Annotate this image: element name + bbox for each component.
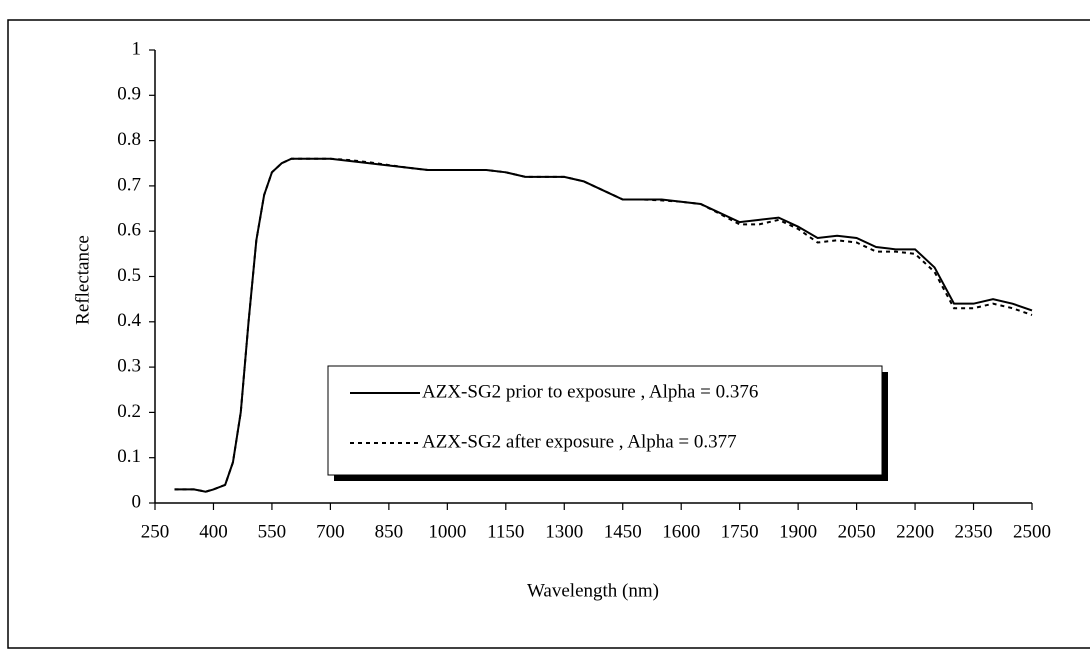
x-tick-label: 2350	[955, 521, 993, 542]
y-tick-label: 0.8	[117, 129, 141, 150]
x-tick-label: 1000	[428, 521, 466, 542]
y-tick-label: 0.4	[117, 310, 141, 331]
x-tick-label: 1300	[545, 521, 583, 542]
y-axis-label: Reflectance	[72, 235, 93, 325]
x-tick-label: 2050	[838, 521, 876, 542]
x-tick-label: 250	[141, 521, 170, 542]
legend-label: AZX-SG2 after exposure , Alpha = 0.377	[422, 431, 737, 452]
y-tick-label: 0.7	[117, 174, 141, 195]
y-tick-label: 0.9	[117, 84, 141, 105]
x-axis-label: Wavelength (nm)	[527, 580, 659, 601]
y-tick-label: 1	[132, 38, 142, 59]
x-tick-label: 850	[375, 521, 404, 542]
legend-label: AZX-SG2 prior to exposure , Alpha = 0.37…	[422, 381, 758, 402]
x-tick-label: 2200	[896, 521, 934, 542]
x-tick-label: 2500	[1013, 521, 1051, 542]
y-tick-label: 0.5	[117, 265, 141, 286]
frame	[7, 19, 1090, 649]
y-tick-label: 0.6	[117, 220, 141, 241]
legend	[327, 365, 883, 476]
data-line	[174, 157, 1033, 493]
x-tick-label: 1900	[779, 521, 817, 542]
x-tick-label: 1600	[662, 521, 700, 542]
y-tick-label: 0	[132, 491, 142, 512]
y-tick-label: 0.2	[117, 401, 141, 422]
x-tick-label: 1150	[487, 521, 524, 542]
x-tick-label: 1450	[604, 521, 642, 542]
y-tick-label: 0.1	[117, 446, 141, 467]
x-tick-label: 700	[316, 521, 345, 542]
y-tick-label: 0.3	[117, 355, 141, 376]
x-tick-label: 1750	[721, 521, 759, 542]
x-tick-label: 550	[258, 521, 287, 542]
x-tick-label: 400	[199, 521, 228, 542]
